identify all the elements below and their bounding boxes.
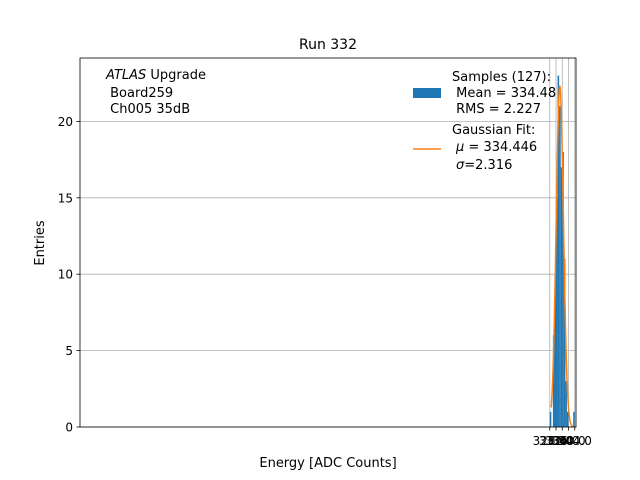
legend-samples-patch — [413, 88, 441, 98]
sigma-symbol: σ — [456, 158, 465, 173]
histogram-bar — [552, 335, 555, 427]
x-tick-label: 336.0 — [545, 434, 579, 448]
x-tick-label: 328.0 — [533, 434, 567, 448]
legend-fit-mu: μ = 334.446 — [455, 140, 537, 155]
histogram-bars — [549, 75, 575, 428]
legend-fit-sigma: σ=2.316 — [456, 158, 512, 173]
histogram-bar — [562, 151, 564, 428]
run-annotation: ATLAS Upgrade Board259 Ch005 35dB — [105, 68, 206, 117]
legend-samples-title: Samples (127): — [452, 70, 551, 85]
y-tick-label: 20 — [58, 115, 73, 129]
x-axis-label: Energy [ADC Counts] — [259, 456, 396, 471]
histogram-bar — [556, 197, 558, 427]
legend-fit-title: Gaussian Fit: — [452, 123, 535, 138]
annotation-line-2: Board259 — [106, 86, 173, 101]
histogram-bar — [573, 411, 575, 427]
histogram-bar — [557, 75, 560, 428]
legend-samples-rms: RMS = 2.227 — [452, 102, 541, 117]
histogram-bar — [566, 411, 569, 427]
histogram-bar — [559, 106, 561, 427]
histogram-bar — [563, 258, 566, 427]
histogram-bar — [560, 167, 563, 427]
legend: Samples (127): Mean = 334.48 RMS = 2.227… — [413, 70, 556, 173]
gaussian-fit-curve — [550, 85, 575, 428]
upgrade-label: Upgrade — [146, 68, 206, 83]
histogram-bar — [565, 381, 567, 427]
x-tick-label: 344.0 — [558, 434, 592, 448]
histogram-bar — [549, 411, 552, 427]
y-tick-label: 15 — [58, 191, 73, 205]
annotation-line-3: Ch005 35dB — [106, 102, 190, 117]
mu-symbol: μ — [455, 140, 464, 155]
annotation-line-1: ATLAS Upgrade — [105, 68, 206, 83]
mu-value: = 334.446 — [464, 140, 537, 155]
x-tick-label: 340.0 — [551, 434, 585, 448]
y-axis-label: Entries — [33, 220, 48, 266]
y-axis-ticks: 0 5 10 15 20 — [58, 115, 80, 435]
y-tick-label: 5 — [65, 344, 73, 358]
sigma-value: =2.316 — [464, 158, 512, 173]
plot-frame — [79, 57, 577, 428]
x-tick-label: 332.0 — [539, 434, 573, 448]
atlas-label: ATLAS — [105, 68, 146, 83]
chart-title: Run 332 — [299, 37, 357, 53]
y-tick-label: 10 — [58, 268, 73, 282]
legend-samples-mean: Mean = 334.48 — [452, 86, 556, 101]
histogram-bar — [554, 274, 557, 427]
y-tick-label: 0 — [65, 421, 73, 435]
